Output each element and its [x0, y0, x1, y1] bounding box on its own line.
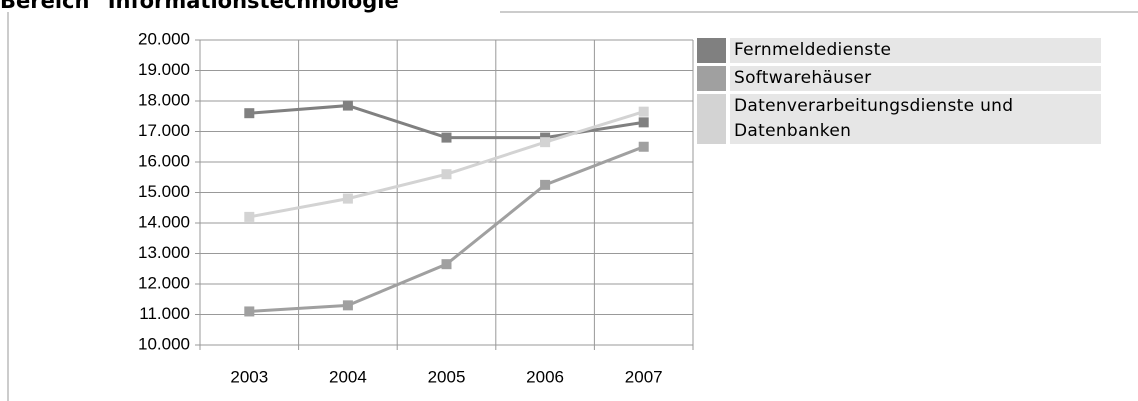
legend-label: Fernmeldedienste	[730, 38, 1101, 63]
legend-swatch	[697, 38, 726, 63]
y-tick-label: 10.000	[138, 334, 190, 353]
point	[441, 132, 452, 143]
legend: Fernmeldedienste Softwarehäuser Datenverar…	[697, 38, 1101, 147]
y-tick-label: 20.000	[138, 29, 190, 48]
x-tick-label: 2006	[526, 367, 564, 386]
point	[638, 106, 649, 117]
y-tick-label: 16.000	[138, 151, 190, 170]
point	[244, 306, 255, 317]
y-tick-label: 12.000	[138, 273, 190, 292]
x-tick-label: 2003	[230, 367, 268, 386]
point	[540, 137, 551, 148]
legend-item: Softwarehäuser	[697, 66, 1101, 91]
legend-item: Datenverarbeitungsdienste und Datenbanke…	[697, 94, 1101, 144]
point	[342, 100, 353, 111]
x-tick-label: 2007	[625, 367, 663, 386]
y-tick-label: 15.000	[138, 182, 190, 201]
point	[638, 141, 649, 152]
point	[244, 108, 255, 119]
x-tick-label: 2004	[329, 367, 367, 386]
legend-swatch	[697, 66, 726, 91]
point	[342, 300, 353, 311]
y-tick-label: 19.000	[138, 60, 190, 79]
legend-swatch	[697, 94, 726, 144]
legend-item: Fernmeldedienste	[697, 38, 1101, 63]
y-tick-label: 11.000	[139, 304, 190, 323]
legend-label: Datenverarbeitungsdienste und Datenbanke…	[730, 94, 1101, 144]
chart-title: Bereich "Informationstechnologie"	[0, 0, 410, 13]
point	[342, 193, 353, 204]
point	[244, 211, 255, 222]
series-line	[249, 110, 645, 219]
y-tick-label: 13.000	[138, 243, 190, 262]
point	[540, 179, 551, 190]
point	[638, 117, 649, 128]
y-tick-label: 17.000	[138, 121, 190, 140]
point	[441, 259, 452, 270]
legend-label: Softwarehäuser	[730, 66, 1101, 91]
y-tick-label: 18.000	[138, 90, 190, 109]
y-tick-label: 14.000	[138, 212, 190, 231]
point	[441, 169, 452, 180]
x-tick-label: 2005	[428, 367, 466, 386]
